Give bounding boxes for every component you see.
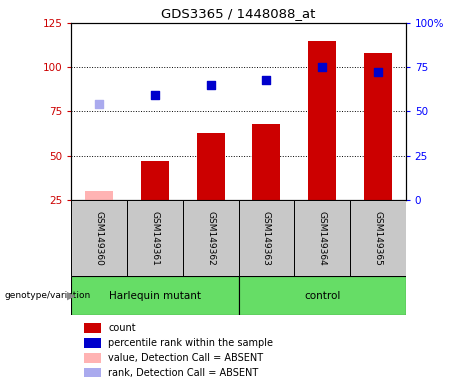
Bar — [84, 368, 101, 377]
Bar — [253, 124, 280, 200]
Text: genotype/variation: genotype/variation — [5, 291, 91, 300]
Point — [95, 101, 103, 108]
Text: percentile rank within the sample: percentile rank within the sample — [108, 338, 273, 348]
Point — [263, 76, 270, 83]
Text: GSM149364: GSM149364 — [318, 211, 327, 265]
Bar — [364, 53, 392, 200]
Point — [207, 82, 214, 88]
Bar — [308, 41, 336, 200]
Bar — [141, 161, 169, 200]
Bar — [197, 132, 225, 200]
Text: value, Detection Call = ABSENT: value, Detection Call = ABSENT — [108, 353, 263, 363]
Bar — [84, 338, 101, 348]
Text: control: control — [304, 291, 340, 301]
Point — [151, 93, 159, 99]
Bar — [127, 200, 183, 276]
Text: GSM149362: GSM149362 — [206, 211, 215, 265]
Title: GDS3365 / 1448088_at: GDS3365 / 1448088_at — [161, 7, 316, 20]
Text: GSM149365: GSM149365 — [373, 211, 382, 265]
Bar — [84, 323, 101, 333]
Bar — [238, 276, 406, 315]
Text: GSM149361: GSM149361 — [150, 211, 160, 265]
Bar — [294, 200, 350, 276]
Bar — [84, 353, 101, 362]
Bar — [350, 200, 406, 276]
Text: count: count — [108, 323, 136, 333]
Text: Harlequin mutant: Harlequin mutant — [109, 291, 201, 301]
Bar — [238, 200, 294, 276]
Bar — [71, 200, 127, 276]
Text: GSM149363: GSM149363 — [262, 211, 271, 265]
Text: ▶: ▶ — [67, 291, 75, 301]
Point — [374, 70, 382, 76]
Text: rank, Detection Call = ABSENT: rank, Detection Call = ABSENT — [108, 368, 259, 378]
Point — [319, 64, 326, 70]
Bar — [71, 276, 239, 315]
Bar — [85, 191, 113, 200]
Bar — [183, 200, 238, 276]
Text: GSM149360: GSM149360 — [95, 211, 104, 265]
